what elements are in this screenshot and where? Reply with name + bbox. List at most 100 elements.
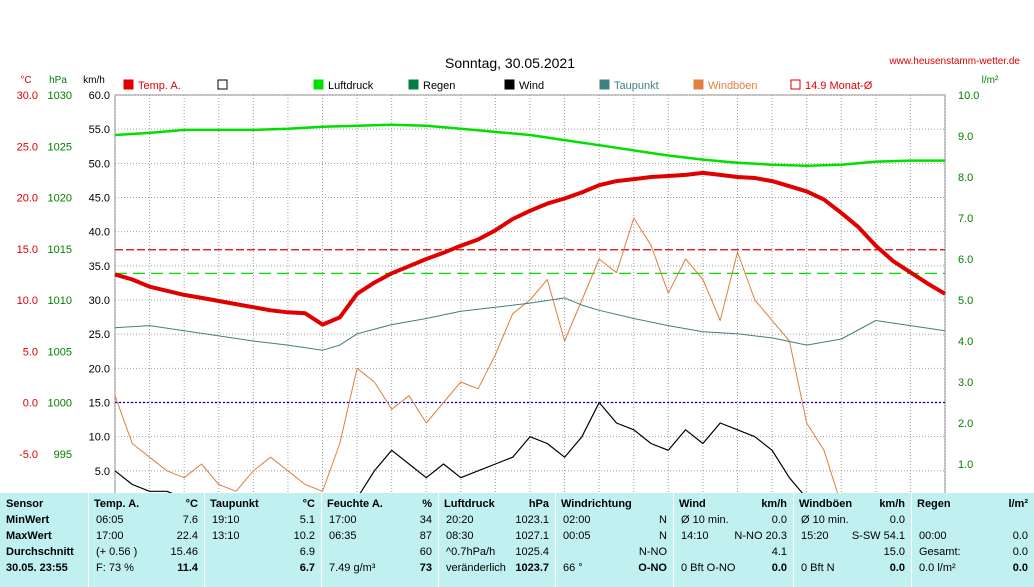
- temp-tick: 10.0: [17, 295, 38, 307]
- rain-tick: 9.0: [958, 131, 973, 143]
- rain-row-value: 0.0: [1012, 530, 1028, 542]
- pressure-tick: 1020: [48, 193, 72, 205]
- temp-row-value: 15.46: [170, 546, 198, 558]
- wind-tick: 20.0: [89, 363, 110, 375]
- pressure-tick: 1005: [48, 346, 72, 358]
- pressure-tick: 1025: [48, 141, 72, 153]
- wind-row-value: 0.0: [771, 562, 787, 574]
- wind-row-value: 0.0: [771, 514, 787, 526]
- col-dew: Taupunkt °C 19:10 5.1 13:10 10.2 6.9 6.7: [204, 493, 322, 587]
- legend: Temp. A. Luftdruck Regen Wind Taupunkt Windbö…: [123, 79, 873, 92]
- dir-row-label: 00:05: [563, 530, 591, 542]
- wind-row-label: Ø 10 min.: [681, 514, 729, 526]
- press-row-value: 1025.4: [515, 546, 549, 558]
- col-press: Luftdruck hPa 20:20 1023.1 08:30 1027.1 ^0.7hP…: [438, 493, 556, 587]
- rain-tick: 4.0: [958, 336, 973, 348]
- hum-row-label: 06:35: [329, 530, 357, 542]
- legend-swatch: [599, 79, 610, 90]
- wind-tick: 60.0: [89, 90, 110, 102]
- legend-swatch: [408, 79, 419, 90]
- gust-row-label: 15:20: [801, 530, 829, 542]
- pressure-tick: 1000: [48, 398, 72, 410]
- rain-tick: 5.0: [958, 295, 973, 307]
- wind-tick: 10.0: [89, 432, 110, 444]
- reference-lines: [115, 249, 945, 404]
- sensor-title: Sensor: [6, 498, 44, 510]
- series-taupunkt: [114, 297, 946, 351]
- col-sensor: Sensor MinWert MaxWert Durchschnitt 30.0…: [0, 493, 89, 587]
- press-row-label: 20:20: [446, 514, 474, 526]
- wind-row-label: 0 Bft O-NO: [681, 562, 736, 574]
- hum-row-value: 87: [419, 530, 432, 542]
- gust-row-value: 0.0: [889, 514, 905, 526]
- col-wind: Wind km/h Ø 10 min. 0.0 14:10 N-NO 20.3 4.1 0 B…: [673, 493, 794, 587]
- sensor-row-max: MaxWert: [6, 530, 52, 542]
- legend-label: Windböen: [708, 80, 758, 92]
- wind-tick: 45.0: [89, 193, 110, 205]
- gust-row-value: 0.0: [889, 562, 905, 574]
- wind-tick: 25.0: [89, 329, 110, 341]
- stats-table: Sensor MinWert MaxWert Durchschnitt 30.0…: [0, 493, 1034, 587]
- temp-tick: 30.0: [17, 90, 38, 102]
- legend-label: Taupunkt: [614, 80, 659, 92]
- press-row-value: 1023.1: [515, 514, 549, 526]
- gust-row-value: S-SW 54.1: [851, 530, 905, 542]
- chart-title: Sonntag, 30.05.2021: [445, 55, 575, 71]
- col-gust: Windböen km/h Ø 10 min. 0.0 15:20 S-SW 54.1 15…: [793, 493, 912, 587]
- legend-swatch: [504, 79, 515, 90]
- gust-title: Windböen: [799, 498, 853, 510]
- gust-row-value: 15.0: [883, 546, 905, 558]
- legend-label: Wind: [519, 80, 544, 92]
- hum-row-label: 7.49 g/m³: [329, 562, 376, 574]
- wind-row-value: 4.1: [771, 546, 787, 558]
- rain-title: Regen: [917, 498, 951, 510]
- temp-tick: 0.0: [23, 398, 38, 410]
- temp-row-label: 17:00: [96, 530, 124, 542]
- legend-swatch: [313, 79, 324, 90]
- temp-row-value: 11.4: [177, 562, 198, 574]
- rain-tick: 1.0: [958, 459, 973, 471]
- hum-unit: %: [422, 498, 432, 510]
- wind-tick: 40.0: [89, 227, 110, 239]
- wind-tick: 30.0: [89, 295, 110, 307]
- rain-tick: 7.0: [958, 213, 973, 225]
- sensor-row-avg: Durchschnitt: [6, 546, 74, 558]
- temp-row-value: 7.6: [182, 514, 198, 526]
- temp-unit: °C: [20, 75, 31, 86]
- site-url: www.heusenstamm-wetter.de: [888, 56, 1020, 67]
- series-luftdruck: [114, 123, 945, 167]
- dir-row-value: O-NO: [638, 562, 667, 574]
- hum-row-value: 34: [419, 514, 432, 526]
- wind-tick: 50.0: [89, 158, 110, 170]
- dir-row-label: 66 °: [563, 562, 583, 574]
- rain-tick: 8.0: [958, 172, 973, 184]
- rain-row-label: 0.0 l/m²: [919, 562, 956, 574]
- dew-row-label: 19:10: [212, 514, 240, 526]
- wind-tick: 15.0: [89, 398, 110, 410]
- legend-label: 14.9 Monat-Ø: [805, 80, 873, 92]
- wind-unit: km/h: [83, 75, 105, 86]
- temp-tick: 15.0: [17, 244, 38, 256]
- hum-row-label: 17:00: [329, 514, 357, 526]
- dew-row-value: 6.7: [299, 562, 315, 574]
- rain-tick: 10.0: [958, 90, 979, 102]
- rain-row-value: 0.0: [1012, 562, 1028, 574]
- press-row-label: veränderlich: [446, 562, 506, 574]
- press-row-label: ^0.7hPa/h: [446, 546, 496, 558]
- rain-tick: 3.0: [958, 377, 973, 389]
- dew-unit: °C: [302, 498, 315, 510]
- legend-swatch: [123, 79, 134, 90]
- rain-unit: l/m²: [982, 75, 999, 86]
- dew-title: Taupunkt: [210, 498, 259, 510]
- dew-row-value: 6.9: [299, 546, 315, 558]
- wind-row-label: 14:10: [681, 530, 709, 542]
- temp-tick: 20.0: [17, 193, 38, 205]
- sensor-row-min: MinWert: [6, 514, 50, 526]
- dew-row-value: 10.2: [293, 530, 315, 542]
- dir-row-value: N: [659, 530, 667, 542]
- gust-row-label: 0 Bft N: [801, 562, 835, 574]
- legend-label: Temp. A.: [138, 80, 181, 92]
- col-rain: Regen l/m² 00:00 0.0 Gesamt: 0.0 0.0 l/m² 0.0: [911, 493, 1034, 587]
- temp-row-label: 06:05: [96, 514, 124, 526]
- legend-swatch: [217, 79, 228, 90]
